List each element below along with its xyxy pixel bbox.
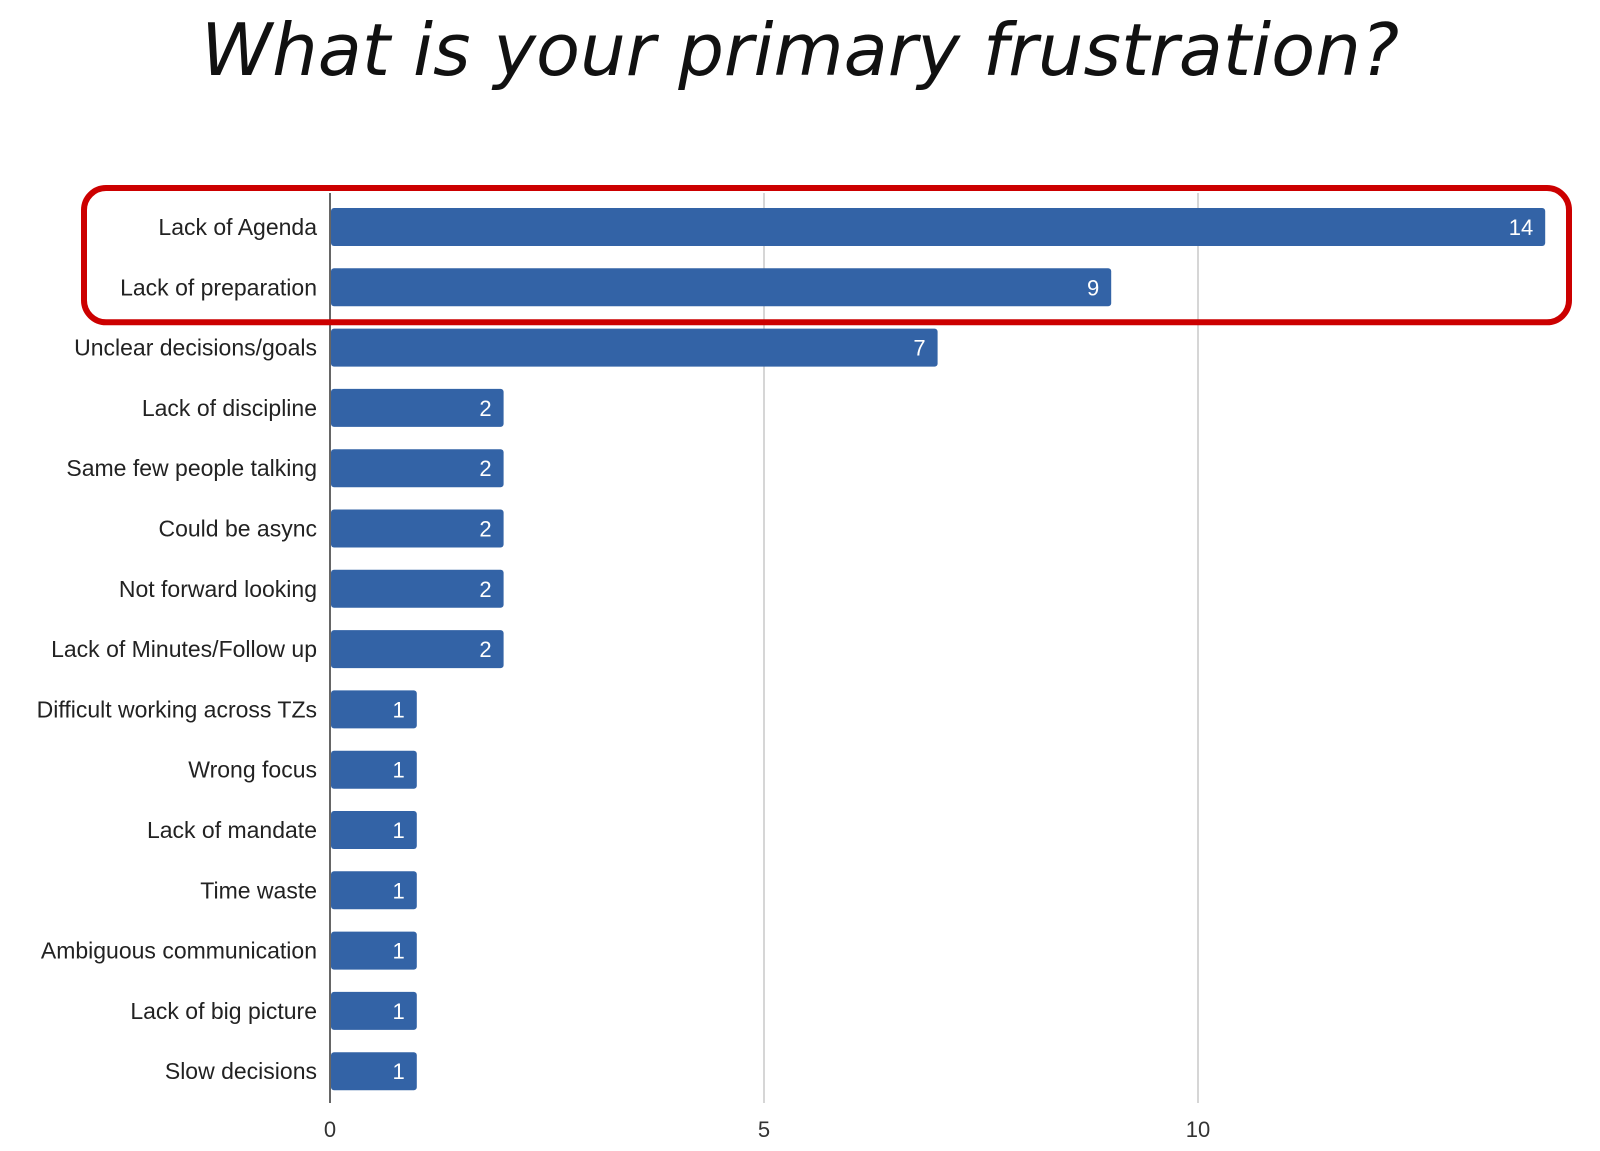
bar [331,509,504,548]
highlight-box [81,185,1572,326]
category-label: Not forward looking [119,576,317,602]
bar-value-label: 1 [393,697,405,722]
bar [331,208,1546,246]
bar [331,268,1112,307]
bar-value-label: 1 [393,1059,405,1084]
bar [331,569,504,608]
x-tick-label: 5 [758,1117,770,1142]
x-tick-label: 0 [324,1117,336,1142]
bar-value-label: 2 [479,396,491,421]
bar [331,449,504,488]
bar [331,630,504,669]
bar-value-label: 2 [479,637,491,662]
bar [331,931,417,970]
x-axis-ticks: 0 5 10 [324,1117,1210,1142]
highlight [81,185,1572,326]
bar-value-label: 1 [393,818,405,843]
x-tick-label: 10 [1186,1117,1210,1142]
bar-value-label: 14 [1509,215,1533,240]
bars: 14 9 7 2 2 2 2 2 1 1 1 1 1 1 1 [331,208,1546,1091]
category-label: Lack of discipline [142,395,317,421]
bar [331,690,417,729]
bar-value-label: 1 [393,878,405,903]
category-labels: Lack of Agenda Lack of preparation Unclear… [37,214,318,1084]
category-label: Same few people talking [66,455,317,481]
bar [331,328,938,367]
category-label: Wrong focus [188,757,317,783]
bar [331,1052,417,1091]
bar-value-label: 2 [479,577,491,602]
category-label: Lack of big picture [130,998,317,1024]
bar-value-label: 2 [479,456,491,481]
bar-value-label: 7 [913,336,925,361]
bar [331,991,417,1030]
bar [331,871,417,910]
bar-value-label: 1 [393,939,405,964]
category-label: Ambiguous communication [41,938,317,964]
bar-value-label: 1 [393,758,405,783]
category-label: Difficult working across TZs [37,696,317,722]
category-label: Lack of Agenda [158,214,317,240]
category-label: Lack of preparation [120,274,317,300]
bar [331,811,417,849]
category-label: Lack of Minutes/Follow up [51,636,317,662]
bar [331,388,504,427]
bar [331,750,417,789]
category-label: Slow decisions [165,1058,317,1084]
category-label: Unclear decisions/goals [74,335,317,361]
category-label: Could be async [158,516,317,542]
bar-value-label: 9 [1087,275,1099,300]
bar-value-label: 1 [393,999,405,1024]
category-label: Time waste [200,877,317,903]
chart-title: What is your primary frustration? [200,8,1400,92]
bar-value-label: 2 [479,517,491,542]
category-label: Lack of mandate [147,817,317,843]
